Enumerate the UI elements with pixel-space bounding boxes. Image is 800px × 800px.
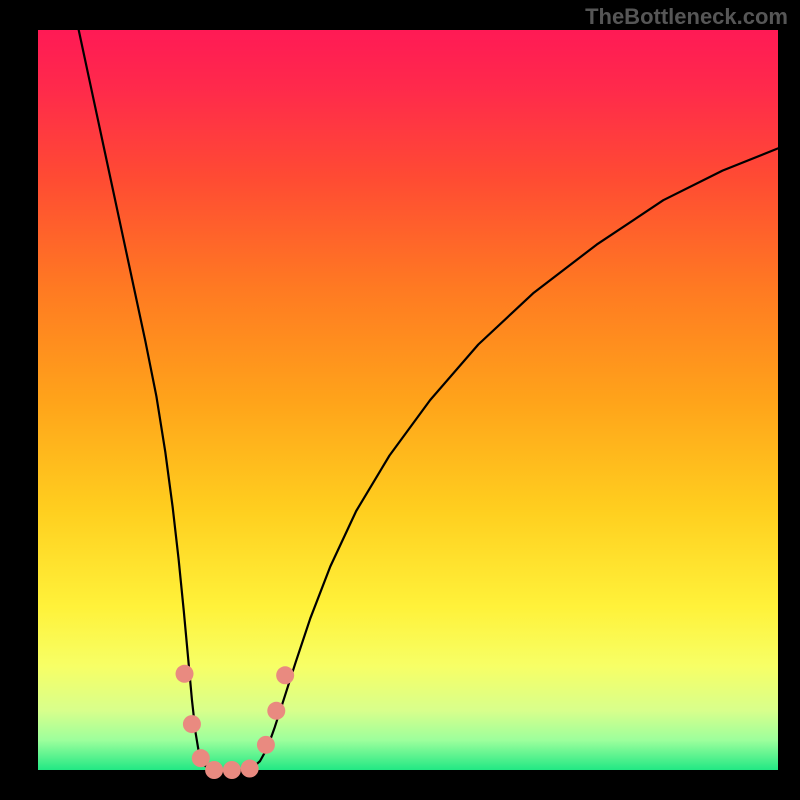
- marker-left-high: [176, 665, 194, 683]
- marker-bottom-mid: [223, 761, 241, 779]
- marker-left-mid: [183, 715, 201, 733]
- marker-bottom-left: [205, 761, 223, 779]
- heat-gradient: [38, 30, 778, 770]
- chart-container: TheBottleneck.com: [0, 0, 800, 800]
- bottleneck-chart: [0, 0, 800, 800]
- marker-right-high: [276, 666, 294, 684]
- marker-right-low: [257, 736, 275, 754]
- marker-right-mid: [267, 702, 285, 720]
- marker-bottom-right: [241, 760, 259, 778]
